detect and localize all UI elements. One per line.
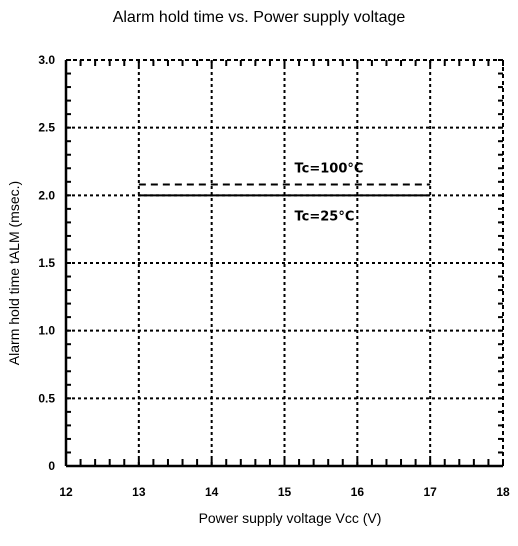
x-tick-label-12: 12 bbox=[59, 485, 73, 499]
y-tick-label-3.0: 3.0 bbox=[38, 53, 55, 67]
y-tick-label-2.5: 2.5 bbox=[38, 121, 55, 135]
x-tick-label-13: 13 bbox=[132, 485, 146, 499]
tick-marks bbox=[65, 59, 504, 467]
series-label-1: Tc=25°C bbox=[295, 209, 355, 224]
y-tick-label-2.0: 2.0 bbox=[38, 188, 55, 202]
x-tick-label-17: 17 bbox=[423, 485, 437, 499]
series-labels: Tc=100°C Tc=25°C bbox=[295, 162, 364, 225]
x-tick-label-16: 16 bbox=[351, 485, 365, 499]
y-tick-label-1.0: 1.0 bbox=[38, 324, 55, 338]
chart-title: Alarm hold time vs. Power supply voltage bbox=[112, 9, 406, 26]
y-tick-label-0: 0 bbox=[48, 459, 55, 473]
y-axis-label: Alarm hold time tALM (msec.) bbox=[6, 180, 22, 366]
tick-labels: 12 13 14 15 16 17 18 0 0.5 1.0 1.5 2.0 2.5 3.0 bbox=[38, 53, 510, 499]
x-axis-label: Power supply voltage Vcc (V) bbox=[198, 510, 382, 526]
grid-lines bbox=[66, 60, 503, 466]
x-tick-label-14: 14 bbox=[205, 485, 219, 499]
series-lines bbox=[138, 183, 431, 197]
y-tick-label-1.5: 1.5 bbox=[38, 256, 55, 270]
x-tick-label-15: 15 bbox=[278, 485, 292, 499]
y-tick-label-0.5: 0.5 bbox=[38, 391, 55, 405]
x-tick-label-18: 18 bbox=[496, 485, 510, 499]
series-label-0: Tc=100°C bbox=[295, 162, 364, 177]
